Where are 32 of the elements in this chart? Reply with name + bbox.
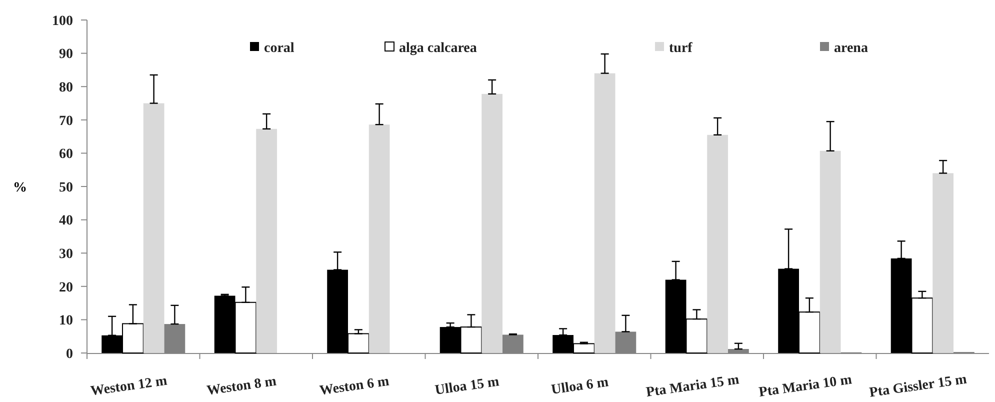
x-tick-label: Pta Maria 10 m — [758, 372, 854, 400]
y-tick-label: 30 — [59, 247, 73, 262]
x-tick-label: Weston 8 m — [206, 374, 278, 399]
bar — [820, 150, 841, 353]
x-tick-label: Ulloa 6 m — [550, 375, 610, 398]
x-tick-label: Weston 12 m — [90, 374, 168, 400]
y-tick-label: 70 — [59, 114, 73, 129]
y-tick-label: 40 — [59, 214, 73, 229]
legend-label: coral — [264, 40, 294, 56]
bar — [482, 94, 503, 353]
y-tick-label: 0 — [66, 346, 73, 362]
y-tick-label: 90 — [59, 47, 73, 62]
y-tick-label: 80 — [59, 80, 73, 96]
y-axis-title: % — [13, 180, 27, 196]
y-tick-label: 20 — [59, 280, 73, 296]
x-tick-label: Ulloa 15 m — [434, 374, 500, 398]
y-tick-label: 10 — [59, 314, 73, 329]
x-tick-label: Pta Gissler 15 m — [868, 372, 968, 401]
legend-label: arena — [834, 40, 868, 56]
y-tick-label: 50 — [59, 180, 73, 196]
x-tick-label: Pta Maria 15 m — [645, 372, 740, 400]
bar — [256, 128, 278, 353]
legend-label: alga calcarea — [399, 40, 477, 56]
bar — [143, 103, 164, 353]
x-tick-label: Weston 6 m — [318, 374, 390, 399]
bar — [594, 73, 616, 353]
y-tick-label: 100 — [52, 14, 73, 29]
legend-label: turf — [669, 40, 693, 56]
bar — [932, 173, 954, 353]
bar — [707, 134, 728, 353]
bar — [368, 124, 390, 353]
y-tick-label: 60 — [59, 147, 73, 162]
